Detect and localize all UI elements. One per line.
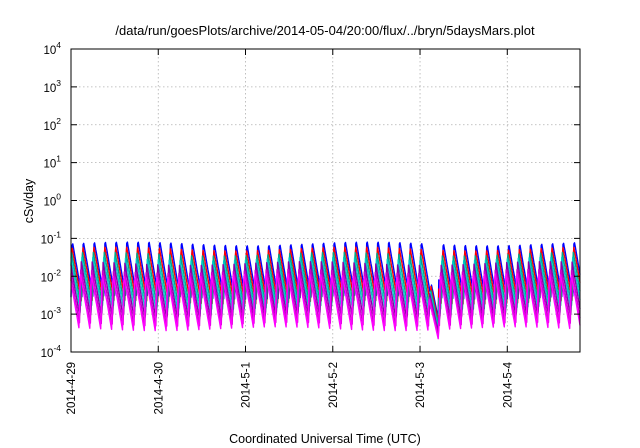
x-tick-label: 2014-5-3: [415, 362, 427, 408]
series-line: [70, 273, 581, 340]
x-axis-label: Coordinated Universal Time (UTC): [229, 432, 421, 446]
y-tick-label: 100: [43, 192, 61, 209]
y-tick-label: 102: [43, 116, 61, 133]
y-tick-label: 10-4: [41, 343, 62, 360]
y-tick-label: 10-3: [41, 305, 62, 322]
y-tick-label: 103: [43, 78, 61, 95]
x-axis-ticks: 2014-4-29 2014-4-30 2014-5-1 2014-5-2 2014-5…: [66, 49, 514, 414]
y-tick-label: 101: [43, 154, 61, 171]
y-tick-label: 10-2: [41, 267, 62, 284]
y-axis-label: cSv/day: [22, 178, 36, 223]
x-tick-label: 2014-5-1: [241, 362, 253, 408]
y-axis-ticks: 10-4 10-3 10-2 10-1 100 101 102 103 104: [41, 40, 580, 360]
x-tick-label: 2014-4-30: [153, 362, 165, 414]
series-group: [70, 241, 581, 340]
y-tick-label: 10-1: [41, 229, 62, 246]
y-tick-label: 104: [43, 40, 61, 57]
x-tick-label: 2014-5-4: [502, 361, 514, 408]
chart-title: /data/run/goesPlots/archive/2014-05-04/2…: [115, 23, 535, 38]
x-tick-label: 2014-5-2: [328, 362, 340, 408]
x-tick-label: 2014-4-29: [66, 362, 78, 414]
